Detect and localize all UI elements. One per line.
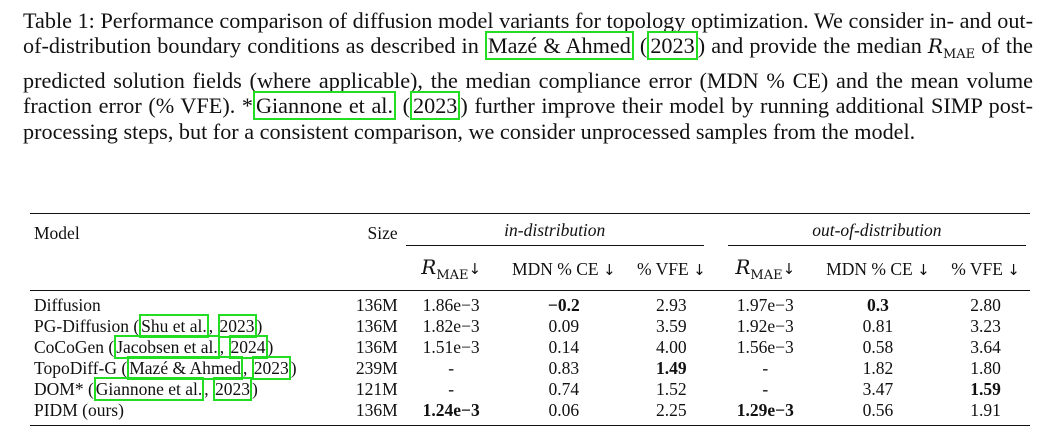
- model-name: PIDM (ours): [34, 400, 124, 420]
- col-header-ce-out: MDN % CE ↓: [826, 258, 930, 279]
- in-rmae: -: [448, 379, 455, 399]
- in-rmae: 1.86e−3: [422, 295, 480, 315]
- arrow-down-icon: ↓: [782, 260, 796, 278]
- metric-symbol: RMAE: [927, 34, 976, 63]
- model-name: TopoDiff-G (Mazé & Ahmed, 2023): [34, 356, 297, 380]
- citation-year-link[interactable]: 2024: [228, 335, 268, 359]
- arrow-down-icon: ↓: [1007, 260, 1020, 279]
- caption-text: and provide the median: [705, 33, 928, 59]
- table-caption: Table 1: Performance comparison of diffu…: [23, 8, 1034, 144]
- table-row: CoCoGen (Jacobsen et al., 2024) 136M 1.5…: [30, 335, 1030, 359]
- group-header-in-distribution: in-distribution: [402, 214, 716, 251]
- in-ce: 0.74: [548, 379, 580, 399]
- citation-link[interactable]: Mazé & Ahmed: [484, 31, 634, 61]
- citation-link[interactable]: Shu et al.: [139, 314, 209, 338]
- caption-text: of the predicted solution fields (where …: [23, 33, 1034, 119]
- in-vfe: 1.49: [656, 358, 687, 378]
- out-vfe: 1.91: [970, 400, 1001, 420]
- out-rmae: 1.92e−3: [736, 316, 794, 336]
- out-vfe: 2.80: [970, 295, 1001, 315]
- col-header-rmae-in: RMAE↓: [421, 255, 482, 283]
- in-rmae: 1.51e−3: [422, 337, 480, 357]
- out-rmae: 1.97e−3: [736, 295, 794, 315]
- caption-text: Performance comparison of diffusion mode…: [23, 8, 1033, 59]
- caption-label: Table 1:: [23, 8, 95, 33]
- in-ce: 0.06: [548, 400, 580, 420]
- in-ce: 0.09: [548, 316, 580, 336]
- out-ce: 0.56: [862, 400, 894, 420]
- out-ce: 3.47: [862, 379, 894, 399]
- col-header-model: Model: [34, 222, 80, 243]
- model-size: 136M: [355, 400, 398, 420]
- model-size: 121M: [355, 379, 398, 399]
- model-size: 136M: [355, 295, 398, 315]
- arrow-down-icon: ↓: [602, 260, 616, 279]
- arrow-down-icon: ↓: [693, 260, 706, 279]
- citation-year-link[interactable]: 2023: [217, 314, 257, 338]
- table-row: DOM* (Giannone et al., 2023) 121M - 0.74…: [30, 377, 1030, 401]
- out-vfe: 3.64: [970, 337, 1001, 357]
- out-rmae: 1.56e−3: [736, 337, 794, 357]
- out-vfe: 1.59: [970, 379, 1001, 399]
- model-size: 239M: [355, 358, 398, 378]
- group-header-out-of-distribution: out-of-distribution: [716, 214, 1030, 251]
- out-vfe: 1.80: [970, 358, 1001, 378]
- in-rmae: 1.82e−3: [422, 316, 480, 336]
- in-rmae: -: [448, 358, 455, 378]
- col-header-vfe-in: % VFE ↓: [637, 258, 706, 279]
- in-vfe: 1.52: [656, 379, 687, 399]
- out-ce: 0.58: [862, 337, 894, 357]
- model-name: Diffusion: [34, 295, 101, 315]
- model-name: CoCoGen (Jacobsen et al., 2024): [34, 335, 274, 359]
- citation-link[interactable]: Giannone et al.: [93, 377, 205, 401]
- citation-year-link[interactable]: 2023: [251, 356, 291, 380]
- table-row: PG-Diffusion (Shu et al., 2023) 136M 1.8…: [30, 314, 1030, 338]
- in-vfe: 2.93: [656, 295, 687, 315]
- col-header-vfe-out: % VFE ↓: [951, 258, 1020, 279]
- arrow-down-icon: ↓: [917, 260, 930, 279]
- in-ce: −0.2: [547, 295, 580, 315]
- out-ce: 0.81: [862, 316, 894, 336]
- citation-link[interactable]: Giannone et al.: [252, 91, 397, 121]
- in-rmae: 1.24e−3: [422, 400, 480, 420]
- col-header-ce-in: MDN % CE ↓: [512, 258, 616, 279]
- out-vfe: 3.23: [970, 316, 1001, 336]
- arrow-down-icon: ↓: [468, 260, 482, 278]
- in-vfe: 4.00: [656, 337, 687, 357]
- citation-year-link[interactable]: 2023: [410, 91, 461, 121]
- out-rmae: -: [762, 379, 769, 399]
- col-header-size: Size: [367, 222, 398, 243]
- citation-year-link[interactable]: 2023: [212, 377, 252, 401]
- out-rmae: 1.29e−3: [736, 400, 794, 420]
- in-vfe: 2.25: [656, 400, 687, 420]
- col-header-rmae-out: RMAE↓: [735, 255, 796, 283]
- model-size: 136M: [355, 316, 398, 336]
- out-ce: 1.82: [862, 358, 894, 378]
- table-row: PIDM (ours) 136M 1.24e−3 0.06 2.25 1.29e…: [30, 400, 1030, 426]
- out-ce: 0.3: [866, 295, 889, 315]
- model-size: 136M: [355, 337, 398, 357]
- table-row: Diffusion 136M 1.86e−3 −0.2 2.93 1.97e−3…: [30, 291, 1030, 316]
- citation-year-link[interactable]: 2023: [647, 31, 698, 61]
- in-ce: 0.83: [548, 358, 580, 378]
- results-table: Model Size in-distribution out-of-distri…: [30, 213, 1030, 426]
- in-ce: 0.14: [548, 337, 580, 357]
- out-rmae: -: [762, 358, 769, 378]
- table-row: TopoDiff-G (Mazé & Ahmed, 2023) 239M - 0…: [30, 356, 1030, 380]
- caption-text: further improve their model by running a…: [23, 93, 1033, 144]
- in-vfe: 3.59: [656, 316, 687, 336]
- model-name: DOM* (Giannone et al., 2023): [34, 377, 258, 401]
- model-name: PG-Diffusion (Shu et al., 2023): [34, 314, 263, 338]
- citation-link[interactable]: Mazé & Ahmed: [127, 356, 244, 380]
- citation-link[interactable]: Jacobsen et al.: [114, 335, 220, 359]
